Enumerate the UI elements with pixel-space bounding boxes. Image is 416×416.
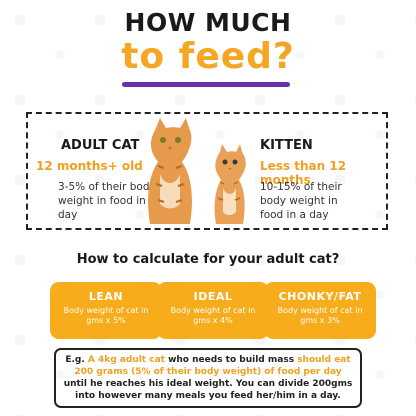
card-chonky-title: CHONKY/FAT (278, 290, 362, 303)
card-lean: LEAN Body weight of cat in gms x 5% (50, 282, 162, 339)
adult-heading: ADULT CAT (61, 138, 140, 153)
example-part-5: until he reaches his ideal weight. You c… (63, 379, 353, 401)
example-part-3: who needs to build mass (164, 355, 298, 365)
adult-cat-image (148, 118, 192, 224)
card-lean-title: LEAN (88, 290, 124, 303)
adult-desc: 3-5% of their body weight in food in a d… (58, 181, 156, 221)
card-chonky: CHONKY/FAT Body weight of cat in gms x 3… (264, 282, 376, 339)
example-highlight-2: should eat 200 grams (5% of their body w… (74, 355, 351, 377)
calculation-question: How to calculate for your adult cat? (76, 252, 340, 267)
card-lean-desc: Body weight of cat in gms x 5% (63, 306, 149, 325)
example-part-1: E.g. (65, 355, 88, 365)
kitten-desc: 10-15% of their body weight in food in a… (260, 181, 342, 221)
card-chonky-desc: Body weight of cat in gms x 3% (277, 306, 363, 325)
card-ideal: IDEAL Body weight of cat in gms x 4% (157, 282, 269, 339)
title-line-2: to feed? (121, 36, 295, 77)
kitten-age: Less than 12 months (260, 159, 347, 187)
title-line-1: HOW MUCH (124, 8, 292, 37)
card-ideal-title: IDEAL (193, 290, 233, 303)
kitten-heading: KITTEN (260, 138, 313, 153)
kitten-image (214, 144, 246, 224)
example-box: E.g. A 4kg adult cat who needs to build … (54, 348, 362, 408)
example-highlight-1: A 4kg adult cat (87, 355, 165, 365)
card-ideal-desc: Body weight of cat in gms x 4% (170, 306, 256, 325)
feeding-guide-box: ADULT CAT 12 months+ old 3-5% of their b… (26, 112, 388, 230)
adult-age: 12 months+ old (36, 159, 143, 173)
title-underline (122, 82, 290, 87)
